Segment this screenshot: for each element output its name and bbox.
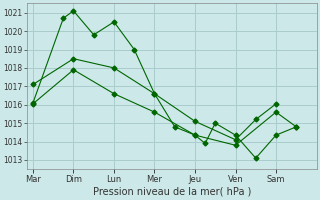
X-axis label: Pression niveau de la mer( hPa ): Pression niveau de la mer( hPa ) (92, 187, 251, 197)
